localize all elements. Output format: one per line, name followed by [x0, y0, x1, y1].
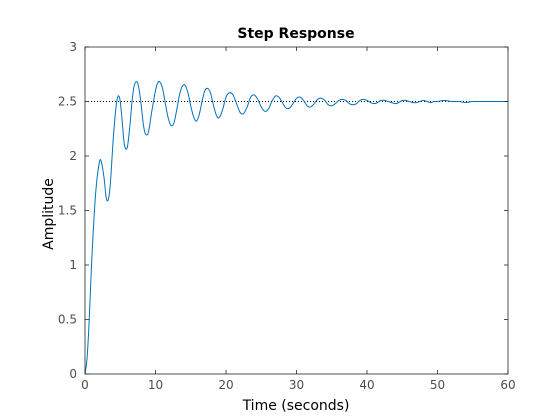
tick-layer: 0 10 20 30 40 50 60 0 0.5 1 1.5 2 2.5 3 — [58, 40, 516, 392]
x-tick-label: 20 — [218, 378, 233, 392]
x-tick-label: 0 — [81, 378, 89, 392]
series-layer — [84, 80, 508, 375]
chart-title: Step Response — [237, 26, 354, 42]
step-response-series-line — [84, 80, 508, 375]
x-axis-label: Time (seconds) — [242, 398, 350, 414]
y-tick-label: 0.5 — [58, 313, 77, 327]
y-axis-label: Amplitude — [41, 178, 57, 250]
y-tick-label: 2 — [69, 149, 77, 163]
x-tick-label: 50 — [430, 378, 445, 392]
x-tick-label: 30 — [289, 378, 304, 392]
x-tick-label: 40 — [359, 378, 374, 392]
y-tick-label: 2.5 — [58, 95, 77, 109]
x-tick-label: 60 — [500, 378, 515, 392]
y-tick-label: 0 — [69, 367, 77, 381]
x-tick-label: 10 — [148, 378, 163, 392]
y-tick-label: 1 — [69, 258, 77, 272]
plot-area-background — [85, 47, 508, 374]
y-tick-label: 3 — [69, 40, 77, 54]
y-tick-label: 1.5 — [58, 204, 77, 218]
